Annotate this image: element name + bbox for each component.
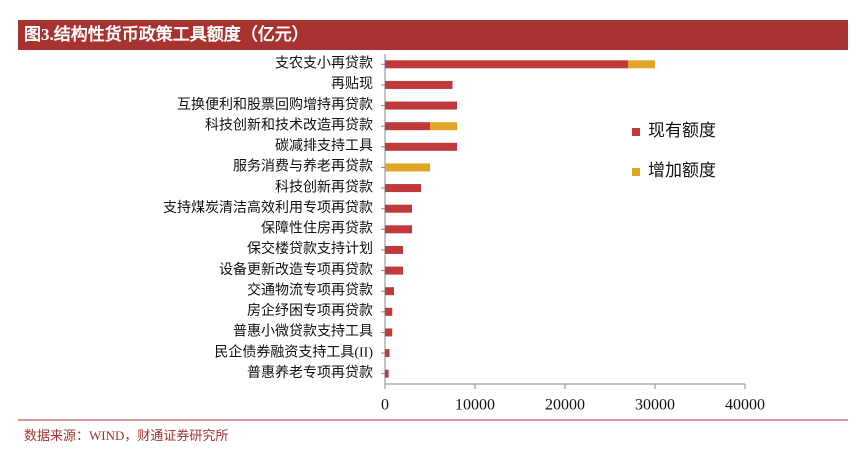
legend-label: 增加额度 <box>648 161 716 180</box>
bar-segment <box>385 60 628 69</box>
y-tick-label: 服务消费与养老再贷款 <box>233 159 373 175</box>
x-tick-label: 0 <box>381 397 389 414</box>
legend-swatch <box>632 128 640 136</box>
y-tick-label: 普惠养老专项再贷款 <box>247 365 373 381</box>
bar-segment <box>385 122 430 131</box>
y-tick-label: 保障性住房再贷款 <box>261 221 373 237</box>
y-tick-label: 支持煤炭清洁高效利用专项再贷款 <box>163 199 373 216</box>
y-tick-label: 保交楼贷款支持计划 <box>247 240 373 257</box>
source-note: 数据来源：WIND，财通证券研究所 <box>24 428 228 443</box>
y-tick-label: 互换便利和股票回购增持再贷款 <box>177 96 373 113</box>
x-tick-label: 30000 <box>635 397 675 414</box>
x-tick-label: 10000 <box>455 397 495 414</box>
y-tick-label: 支农支小再贷款 <box>275 56 373 72</box>
y-tick-label: 再贴现 <box>331 76 373 92</box>
y-tick-label: 普惠小微贷款支持工具 <box>233 324 373 340</box>
y-tick-label: 科技创新再贷款 <box>275 179 373 195</box>
bar-segment <box>385 80 453 89</box>
bar-segment <box>385 163 430 172</box>
bar-segment <box>385 101 457 110</box>
y-tick-label: 设备更新改造专项再贷款 <box>219 261 373 278</box>
y-tick-label: 房企纾困专项再贷款 <box>247 302 373 319</box>
bar-segment <box>430 122 457 131</box>
bar-segment <box>385 307 393 316</box>
bar-segment <box>385 266 403 275</box>
legend-swatch <box>632 168 640 176</box>
bar-segment <box>628 60 655 69</box>
x-tick-label: 20000 <box>545 397 585 414</box>
y-tick-label: 交通物流专项再贷款 <box>247 281 373 298</box>
bar-segment <box>385 369 389 378</box>
bar-segment <box>385 184 421 193</box>
title-banner <box>18 20 848 50</box>
bar-segment <box>385 142 457 151</box>
bar-segment <box>385 287 394 296</box>
chart-title: 图3.结构性货币政策工具额度（亿元） <box>24 24 309 44</box>
bar-segment <box>385 204 412 213</box>
x-tick-label: 40000 <box>725 397 765 414</box>
y-tick-label: 科技创新和技术改造再贷款 <box>205 117 373 133</box>
bar-segment <box>385 245 403 254</box>
bar-segment <box>385 349 390 358</box>
bar-segment <box>385 225 412 234</box>
bar-segment <box>385 328 393 337</box>
y-tick-label: 民企债券融资支持工具(II) <box>214 343 373 360</box>
legend-label: 现有额度 <box>648 121 716 140</box>
y-tick-label: 碳减排支持工具 <box>275 138 373 154</box>
